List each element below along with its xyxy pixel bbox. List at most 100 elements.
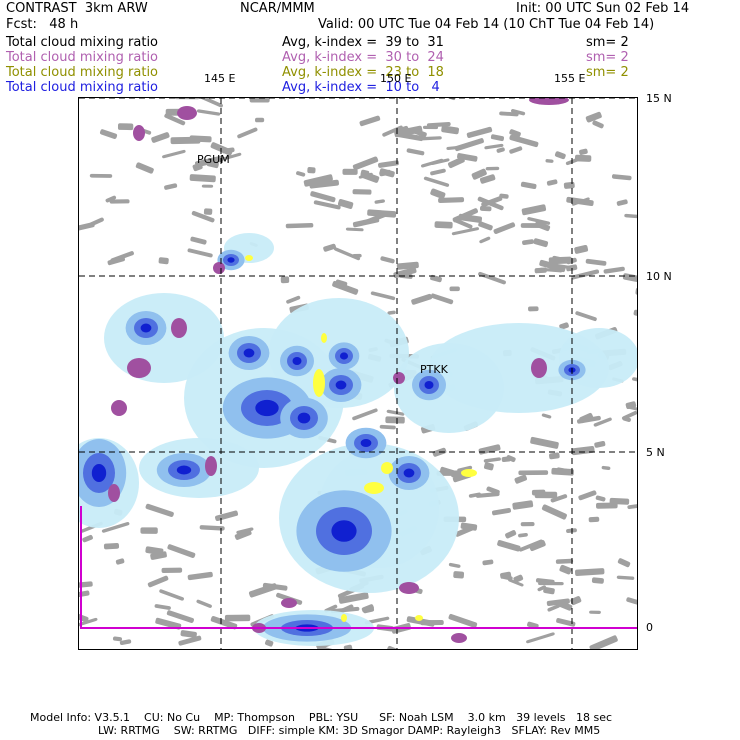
convective-cloud-peak [243,348,255,358]
low-cloud-streak [309,179,339,189]
convective-cloud-peak [255,399,279,417]
low-cloud-streak [337,199,354,209]
low-cloud-streak [522,239,534,246]
low-cloud-streak [147,575,169,588]
low-cloud-streak [196,109,221,116]
low-cloud-streak [313,200,341,210]
low-cloud-streak [546,179,558,186]
low-cloud-streak [514,474,528,484]
mid-cloud-patch [111,400,127,416]
low-cloud-streak [559,564,572,575]
low-cloud-streak [285,223,314,229]
low-cloud-streak [449,286,460,292]
convective-cloud-peak [227,257,235,263]
low-cloud-streak [545,159,554,163]
mid-cloud-patch [393,372,405,384]
low-cloud-streak [210,616,238,630]
low-cloud-streak [201,184,214,188]
low-cloud-streak [379,168,395,178]
low-cloud-streak [178,635,202,646]
convective-cloud-peak [292,356,302,366]
low-cloud-streak [343,644,353,649]
valid-time: Valid: 00 UTC Tue 04 Feb 14 (10 ChT Tue … [318,17,655,32]
low-cloud-streak [579,412,594,424]
mid-cloud-patch [531,358,547,378]
low-cloud-streak [254,117,265,123]
convective-cloud-peak [424,380,434,390]
low-cloud-streak [158,257,169,265]
model-title: CONTRAST 3km ARW [6,1,148,16]
low-cloud-streak [585,111,602,123]
low-cloud-streak [627,503,637,510]
low-cloud-streak [117,123,134,131]
legend-smoothing: sm= 2 [586,50,629,65]
low-cloud-streak [396,261,419,270]
lat-lon-grid [79,98,637,649]
low-cloud-streak [457,465,473,472]
low-cloud-streak [534,491,558,499]
low-cloud-streak [224,614,251,622]
low-cloud-streak [632,377,637,385]
low-cloud-streak [199,525,225,531]
low-cloud-streak [633,309,637,321]
low-cloud-streak [430,188,446,200]
low-cloud-streak [440,466,463,478]
model-info-line2: LW: RRTMG SW: RRTMG DIFF: simple KM: 3D … [98,724,601,737]
low-cloud-streak [203,208,213,215]
low-cloud-streak [234,529,252,540]
mid-cloud-patch [213,262,225,274]
low-cloud-streak [335,279,348,288]
low-cloud-streak [164,113,186,126]
low-cloud-streak [352,408,378,421]
low-cloud-streak [210,142,233,156]
low-cloud-streak [490,134,505,142]
low-cloud-streak [566,196,594,207]
low-cloud-streak [386,645,399,649]
low-cloud-streak [359,115,381,127]
low-cloud-streak [161,567,183,573]
low-cloud-streak [617,558,631,568]
low-cloud-streak [430,274,442,283]
low-cloud-streak [352,189,372,195]
low-cloud-streak [478,221,493,231]
low-cloud-streak [447,156,465,169]
low-cloud-streak [563,181,575,189]
low-cloud-streak [399,125,410,135]
low-cloud-streak [379,424,396,430]
low-cloud-streak [154,604,171,610]
low-cloud-streak [541,413,552,419]
low-cloud-streak [222,152,242,161]
low-cloud-streak [196,599,212,608]
low-cloud-streak [393,267,417,279]
low-cloud-streak [637,154,638,161]
low-cloud-streak [452,208,478,223]
low-cloud-streak [497,540,521,552]
low-cloud-streak [541,504,567,520]
legend-field-name: Total cloud mixing ratio [6,65,159,80]
low-cloud-streak [551,467,574,476]
mid-high-cloud-patch [341,614,347,622]
low-cloud-streak [578,490,597,501]
low-cloud-streak [508,578,524,587]
low-cloud-streak [591,577,604,584]
low-cloud-streak [543,586,555,595]
low-cloud-streak [483,462,494,471]
low-cloud-streak [150,551,167,560]
low-cloud-streak [452,217,473,229]
station-label-pgum: PGUM [197,153,230,166]
low-cloud-streak [481,196,503,208]
mid-cloud-patch [205,456,217,476]
low-cloud-streak [249,98,270,103]
low-cloud-streak [575,568,605,576]
low-cloud-streak [115,558,125,565]
low-cloud-streak [539,267,563,273]
low-cloud-streak [162,149,186,159]
low-cloud-streak [361,604,374,613]
low-cloud-streak [565,157,581,166]
low-cloud-streak [485,166,500,171]
convective-cloud-peak [403,468,415,478]
low-cloud-streak [105,195,117,203]
mid-high-cloud-patch [461,469,477,477]
low-cloud-streak [554,151,566,160]
low-cloud-streak [386,409,405,416]
